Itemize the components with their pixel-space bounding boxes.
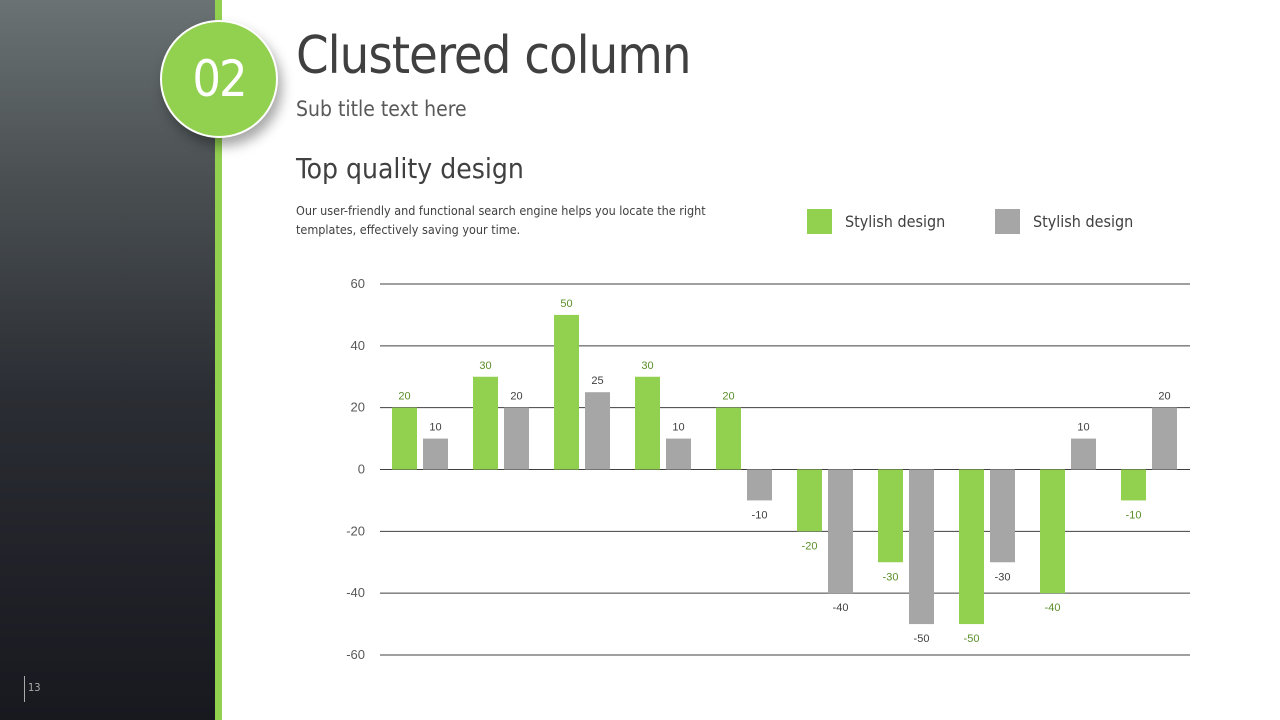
bar-series-2 (909, 469, 934, 625)
data-label: 30 (479, 360, 491, 372)
legend-label: Stylish design (845, 212, 946, 231)
data-label: 20 (722, 391, 734, 403)
bar-series-2 (828, 469, 853, 594)
description: Our user-friendly and functional search … (296, 203, 706, 237)
bar-series-2 (423, 438, 448, 470)
data-label: -10 (752, 509, 768, 521)
bar-series-2 (504, 407, 529, 470)
legend-label: Stylish design (1033, 212, 1134, 231)
data-label: 20 (510, 391, 522, 403)
section-heading: Top quality design (296, 152, 524, 185)
data-label: -20 (802, 540, 818, 552)
bar-series-1 (554, 314, 579, 470)
bar-series-1 (1121, 469, 1146, 501)
y-tick-label: -60 (346, 647, 365, 662)
bar-series-1 (878, 469, 903, 563)
data-label: 30 (641, 360, 653, 372)
y-tick-label: -40 (346, 585, 365, 600)
data-label: -50 (964, 633, 980, 645)
bar-series-2 (1071, 438, 1096, 470)
data-label: 20 (1158, 391, 1170, 403)
legend-swatch (807, 209, 832, 234)
bar-series-2 (666, 438, 691, 470)
data-label: 25 (591, 375, 603, 387)
data-label: -50 (914, 633, 930, 645)
y-tick-label: 20 (351, 400, 365, 415)
legend-item-1: Stylish design (807, 209, 945, 234)
data-label: 10 (429, 422, 441, 434)
bar-series-2 (1152, 407, 1177, 470)
bar-series-2 (990, 469, 1015, 563)
slide-title: Clustered column (296, 26, 691, 86)
y-tick-label: -20 (346, 523, 365, 538)
data-label: -40 (833, 602, 849, 614)
bar-series-1 (473, 376, 498, 470)
bar-series-2 (747, 469, 772, 501)
data-label: -10 (1126, 509, 1142, 521)
data-label: 10 (672, 422, 684, 434)
data-label: -30 (995, 571, 1011, 583)
data-label: -40 (1045, 602, 1061, 614)
y-tick-label: 60 (351, 276, 365, 291)
data-label: 50 (560, 298, 572, 310)
slide-number-badge: 02 (160, 20, 278, 138)
bar-series-2 (585, 392, 610, 470)
bar-series-1 (392, 407, 417, 470)
bar-series-1 (959, 469, 984, 625)
accent-stripe (215, 0, 222, 720)
y-tick-label: 40 (351, 338, 365, 353)
bar-series-1 (1040, 469, 1065, 594)
data-label: -30 (883, 571, 899, 583)
legend-swatch (995, 209, 1020, 234)
y-tick-label: 0 (358, 462, 365, 477)
legend-item-2: Stylish design (995, 209, 1133, 234)
bar-series-1 (635, 376, 660, 470)
bar-series-1 (716, 407, 741, 470)
slide-subtitle: Sub title text here (296, 97, 467, 121)
page-number: 13 (24, 676, 41, 702)
data-label: 20 (398, 391, 410, 403)
data-label: 10 (1077, 422, 1089, 434)
bar-series-1 (797, 469, 822, 532)
